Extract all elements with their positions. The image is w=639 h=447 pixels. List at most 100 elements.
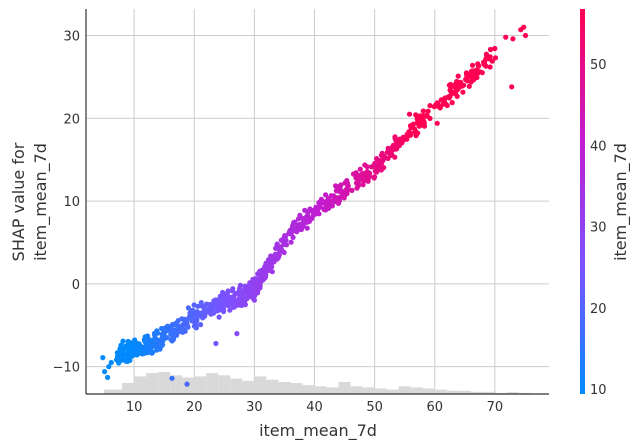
data-point bbox=[227, 307, 233, 313]
histogram-bar bbox=[458, 390, 471, 394]
data-point bbox=[476, 63, 482, 69]
data-point bbox=[134, 352, 140, 358]
data-point bbox=[324, 200, 330, 206]
histogram-bar bbox=[470, 391, 483, 394]
data-point bbox=[250, 276, 256, 282]
data-point bbox=[241, 300, 247, 306]
histogram-bar bbox=[506, 392, 519, 394]
data-point bbox=[198, 322, 204, 328]
axes bbox=[85, 9, 549, 395]
data-point bbox=[288, 239, 294, 245]
data-point bbox=[357, 166, 363, 172]
data-point bbox=[492, 55, 499, 61]
data-point bbox=[191, 302, 197, 308]
x-tick-label: 40 bbox=[306, 400, 323, 415]
data-point bbox=[304, 225, 310, 231]
data-point bbox=[420, 113, 426, 119]
x-tick-label: 20 bbox=[186, 400, 203, 415]
data-point bbox=[427, 103, 433, 109]
data-point bbox=[492, 45, 498, 52]
data-point bbox=[147, 337, 153, 343]
x-tick-labels: 10 20 30 40 50 60 70 bbox=[126, 400, 503, 415]
data-point bbox=[235, 290, 241, 296]
data-point bbox=[230, 294, 236, 300]
data-point bbox=[186, 315, 192, 321]
data-point bbox=[522, 32, 529, 39]
data-point bbox=[412, 129, 418, 135]
data-point bbox=[469, 62, 476, 68]
grid bbox=[86, 9, 549, 394]
data-point bbox=[290, 234, 296, 240]
data-point bbox=[263, 260, 269, 266]
data-point bbox=[178, 326, 184, 332]
data-point bbox=[356, 175, 362, 181]
data-point bbox=[142, 350, 148, 356]
data-point bbox=[311, 210, 317, 216]
data-point bbox=[332, 195, 338, 201]
data-point bbox=[302, 215, 308, 221]
data-point bbox=[444, 102, 450, 109]
data-point bbox=[374, 169, 380, 175]
histogram-bar bbox=[398, 386, 411, 394]
data-point bbox=[349, 187, 355, 193]
histogram-bar bbox=[194, 376, 207, 394]
histogram-bar bbox=[278, 381, 291, 394]
histogram-bar bbox=[338, 381, 351, 394]
histogram-bar bbox=[386, 389, 399, 394]
data-point bbox=[378, 152, 384, 158]
data-point bbox=[260, 271, 266, 277]
data-point bbox=[114, 350, 120, 356]
data-point bbox=[254, 277, 260, 283]
data-point bbox=[230, 286, 236, 292]
data-point bbox=[264, 266, 270, 272]
colorbar-tick-label: 30 bbox=[590, 221, 607, 236]
data-point bbox=[281, 241, 287, 248]
data-point bbox=[342, 191, 348, 197]
data-point bbox=[413, 112, 419, 118]
x-tick-label: 60 bbox=[426, 400, 443, 415]
data-point bbox=[469, 75, 475, 81]
data-point bbox=[136, 348, 142, 354]
data-point bbox=[461, 82, 467, 88]
colorbar-label: item_mean_7d bbox=[611, 143, 631, 261]
data-point bbox=[425, 108, 431, 114]
y-tick-label: 20 bbox=[63, 112, 80, 127]
data-point bbox=[487, 64, 493, 70]
histogram-bar bbox=[146, 373, 159, 394]
data-point bbox=[235, 298, 241, 304]
data-point bbox=[309, 215, 315, 222]
data-point bbox=[353, 180, 360, 186]
data-point bbox=[449, 83, 455, 89]
data-point bbox=[464, 74, 470, 80]
x-tick-label: 70 bbox=[487, 400, 504, 415]
data-point bbox=[300, 223, 306, 229]
y-tick-label: −10 bbox=[53, 361, 80, 376]
y-tick-label: 10 bbox=[63, 195, 80, 210]
data-point bbox=[116, 355, 122, 361]
data-point bbox=[204, 307, 210, 313]
x-tick-label: 10 bbox=[126, 400, 143, 415]
colorbar bbox=[580, 9, 585, 394]
data-point bbox=[483, 56, 489, 62]
data-point bbox=[325, 196, 331, 202]
data-point bbox=[344, 178, 350, 184]
data-point bbox=[338, 182, 344, 188]
data-point bbox=[143, 343, 149, 349]
histogram-bar bbox=[290, 383, 303, 394]
data-point bbox=[362, 175, 368, 181]
histogram-bar bbox=[410, 387, 423, 394]
data-point bbox=[420, 108, 426, 114]
data-point bbox=[404, 131, 410, 138]
data-point bbox=[296, 226, 302, 232]
data-point bbox=[269, 269, 275, 275]
colorbar-tick-label: 50 bbox=[590, 58, 607, 73]
data-point bbox=[374, 156, 380, 162]
data-point bbox=[169, 375, 175, 381]
histogram-bar bbox=[254, 376, 267, 394]
data-point bbox=[365, 173, 372, 179]
data-point bbox=[237, 282, 243, 288]
data-point bbox=[466, 83, 472, 89]
data-point bbox=[400, 137, 406, 143]
data-point bbox=[163, 328, 169, 334]
colorbar-tick-label: 40 bbox=[590, 139, 607, 154]
